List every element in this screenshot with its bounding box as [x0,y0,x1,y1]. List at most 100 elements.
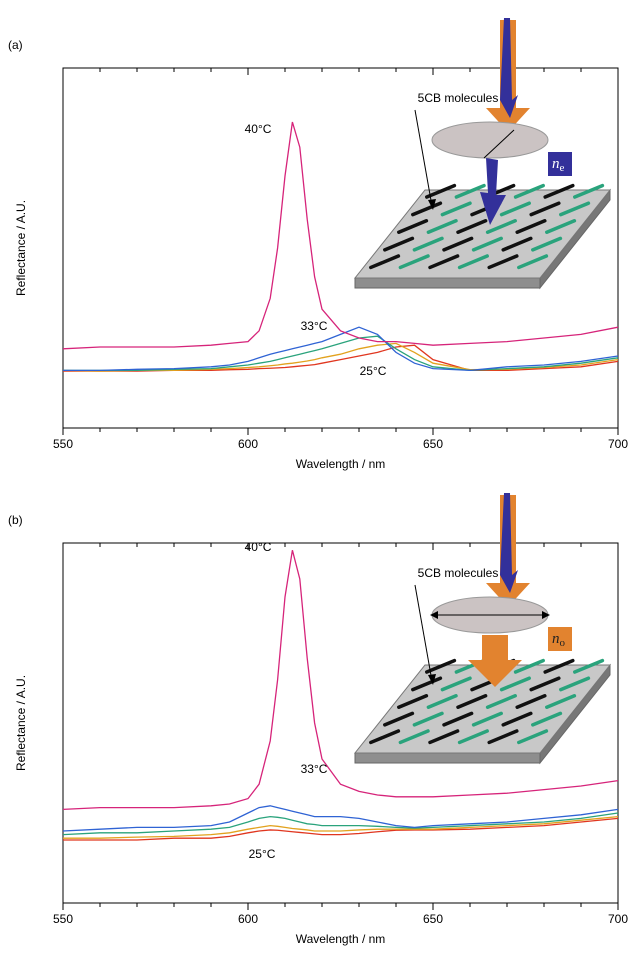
molecule [517,254,549,270]
temperature-label: 25°C [249,847,276,861]
x-tick-label: 550 [53,912,73,926]
molecule [485,694,517,709]
spectrum-line [62,342,619,372]
spectrum-line [63,815,619,839]
y-axis-title: Reflectance / A.U. [14,200,28,296]
molecule [383,236,415,252]
pointer [414,109,433,207]
arrow-head [542,611,550,619]
molecule [442,236,474,252]
arrow-head [428,199,436,210]
molecule [543,658,575,674]
molecule [411,201,443,217]
molecule [471,711,503,727]
plate-side [354,277,541,289]
x-axis-title: Wavelength / nm [296,932,386,946]
x-axis-title: Wavelength / nm [296,457,386,471]
molecule [499,676,531,692]
molecule [426,219,458,234]
molecule [517,729,549,745]
panel: (b) 550 600 650 700 Wavelength / nm Reflectanc… [8,493,628,946]
arrow-head [428,674,436,685]
molecule [454,183,486,199]
spectrum-line [62,550,619,811]
x-tick-label: 650 [423,912,443,926]
arrow-head [430,611,438,619]
molecule [529,676,561,692]
molecule [425,183,457,199]
molecule [397,219,429,234]
transmitted-arrow [480,158,506,225]
molecule [487,254,519,270]
molecule [412,236,444,252]
index-symbol: n [552,156,560,172]
molecule [440,676,472,692]
x-tick-label: 700 [608,912,628,926]
x-tick-label: 600 [238,912,258,926]
spectrum-line [63,344,619,372]
molecule [440,201,472,217]
spectrum-line [62,121,619,350]
x-tick-label: 600 [238,437,258,451]
molecule [543,183,575,199]
molecule [573,183,605,199]
inset-label: 5CB molecules [418,91,499,105]
molecule [457,254,489,270]
plate [353,664,612,754]
molecule [487,729,519,745]
plate-side [354,752,541,764]
index-subscript: e [560,162,565,174]
spectrum-line [63,817,619,841]
molecule [499,201,531,217]
index-symbol: n [552,631,560,647]
light-arrow [500,18,518,118]
molecule [559,201,591,217]
panel-label: (a) [8,38,23,52]
y-axis-title: Reflectance / A.U. [14,675,28,771]
temperature-label: 40°C [245,122,272,136]
temperature-label: 33°C [301,319,328,333]
molecule [485,219,517,234]
spectrum-line [62,805,619,832]
molecule [369,729,401,745]
molecule [428,254,460,270]
refractive-index: ne [552,156,565,173]
molecule [425,658,457,674]
transmitted-arrow [468,635,522,687]
molecule [545,219,577,234]
molecule [501,236,533,252]
molecule [531,236,563,252]
molecule [426,694,458,709]
molecule [442,711,474,727]
panel: (a) 550 600 650 700 Wavelength / nm Reflectanc… [8,18,628,471]
polarizer [431,121,549,159]
plot-frame [62,542,619,904]
light-arrow [500,493,518,593]
plate [353,189,612,279]
molecule [501,711,533,727]
plot-frame [62,67,619,429]
panel-label: (b) [8,513,23,527]
molecule [411,676,443,692]
x-tick-label: 700 [608,437,628,451]
inset-label: 5CB molecules [418,566,499,580]
polarization [483,129,515,159]
temperature-label: 40°C [245,540,272,554]
molecule [456,219,488,234]
molecule [383,711,415,727]
index-box [548,627,572,651]
molecule [428,729,460,745]
molecule [397,694,429,709]
molecule [457,729,489,745]
molecule [529,201,561,217]
refractive-index: no [552,631,566,648]
molecule [398,254,430,270]
spectrum-line [63,326,619,372]
molecule [531,711,563,727]
molecule [369,254,401,270]
index-subscript: o [560,637,566,649]
x-tick-label: 550 [53,437,73,451]
temperature-label: 33°C [301,762,328,776]
molecule [559,676,591,692]
